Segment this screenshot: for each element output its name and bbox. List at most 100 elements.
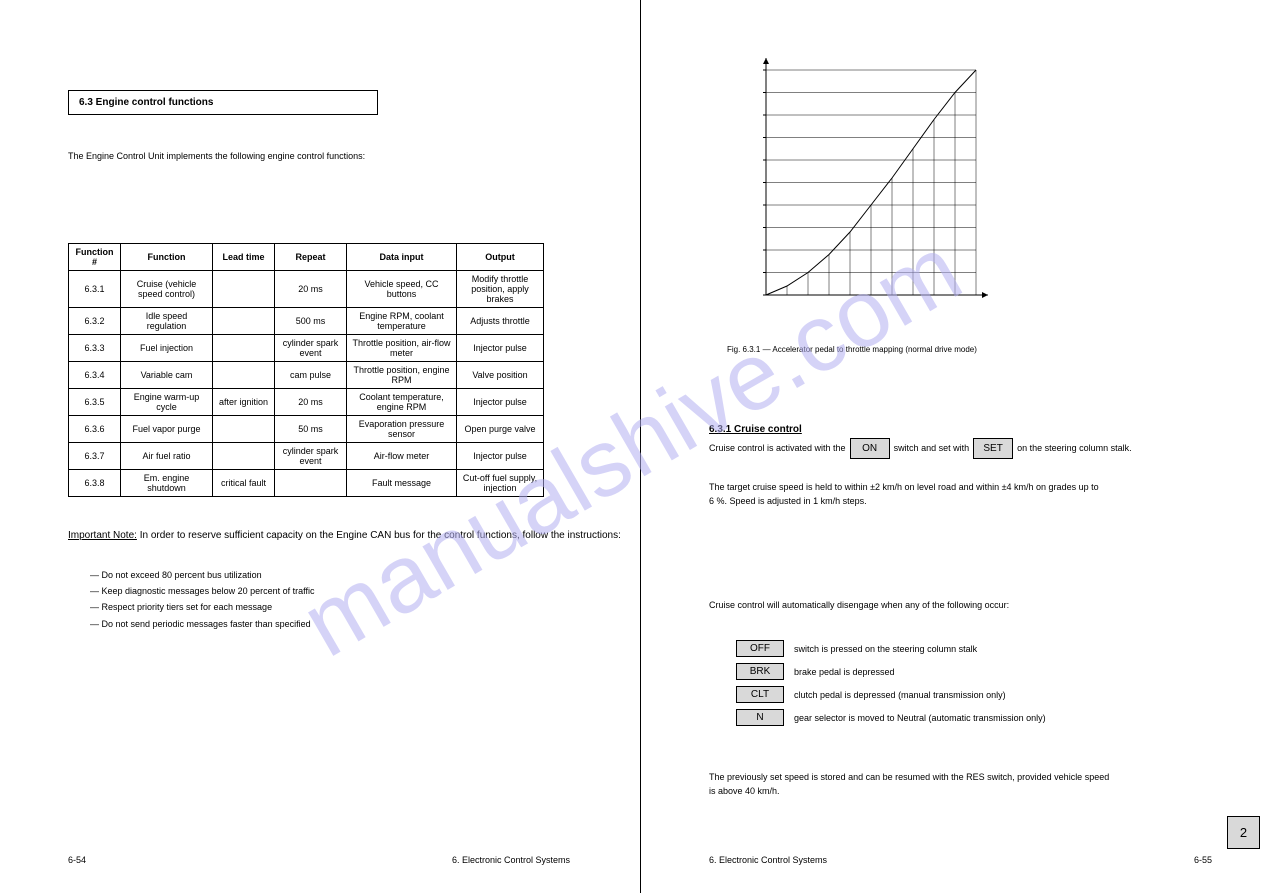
on-button[interactable]: ON xyxy=(850,438,890,459)
disengage-list: OFF switch is pressed on the steering col… xyxy=(736,640,1046,732)
table-cell: after ignition xyxy=(213,389,275,416)
table-cell: Vehicle speed, CC buttons xyxy=(347,271,457,308)
table-cell: 6.3.5 xyxy=(69,389,121,416)
table-cell: Variable cam xyxy=(121,362,213,389)
disengage-button[interactable]: N xyxy=(736,709,784,726)
table-cell xyxy=(213,362,275,389)
table-row: 6.3.6Fuel vapor purge 50 msEvaporation pr… xyxy=(69,416,544,443)
table-row: 6.3.5Engine warm-up cycleafter ignition2… xyxy=(69,389,544,416)
table-cell: 500 ms xyxy=(275,308,347,335)
text-fragment: 6 %. Speed is adjusted in 1 km/h steps. xyxy=(709,496,867,506)
disengage-row: BRK brake pedal is depressed xyxy=(736,663,1046,680)
table-cell: Coolant temperature, engine RPM xyxy=(347,389,457,416)
disengage-button[interactable]: BRK xyxy=(736,663,784,680)
table-cell xyxy=(213,335,275,362)
table-header: Function xyxy=(121,244,213,271)
intro-text: The Engine Control Unit implements the f… xyxy=(68,150,548,164)
table-cell: Throttle position, air-flow meter xyxy=(347,335,457,362)
table-cell: Idle speed regulation xyxy=(121,308,213,335)
note-body: In order to reserve sufficient capacity … xyxy=(140,530,621,541)
table-cell: Fault message xyxy=(347,470,457,497)
cruise-line1: Cruise control is activated with the ON … xyxy=(709,438,1229,459)
table-cell: 50 ms xyxy=(275,416,347,443)
table-header: Data input xyxy=(347,244,457,271)
table-cell: Injector pulse xyxy=(457,389,544,416)
disengage-row: Ngear selector is moved to Neutral (auto… xyxy=(736,709,1046,726)
table-row: 6.3.4Variable camcam pulseThrottle posit… xyxy=(69,362,544,389)
functions-table: Function # Function Lead time Repeat Dat… xyxy=(68,243,544,497)
table-cell: Open purge valve xyxy=(457,416,544,443)
figure-caption: Fig. 6.3.1 — Accelerator pedal to thrott… xyxy=(727,345,977,354)
table-cell: Cut-off fuel supply, injection xyxy=(457,470,544,497)
note-label: Important Note: xyxy=(68,530,137,541)
table-header: Lead time xyxy=(213,244,275,271)
table-cell: Air-flow meter xyxy=(347,443,457,470)
table-cell: Engine RPM, coolant temperature xyxy=(347,308,457,335)
pager-indicator: 2 xyxy=(1227,816,1260,849)
table-cell: 6.3.3 xyxy=(69,335,121,362)
table-cell: cylinder spark event xyxy=(275,443,347,470)
disengage-row: OFF switch is pressed on the steering col… xyxy=(736,640,1046,657)
table-cell: 6.3.2 xyxy=(69,308,121,335)
throttle-chart xyxy=(736,55,996,325)
table-row: 6.3.3Fuel injection cylinder spark eventT… xyxy=(69,335,544,362)
page-title-left: 6. Electronic Control Systems xyxy=(452,855,570,865)
page-title-right: 6. Electronic Control Systems xyxy=(709,855,827,865)
disengage-button[interactable]: OFF xyxy=(736,640,784,657)
table-cell: Fuel vapor purge xyxy=(121,416,213,443)
table-cell: Modify throttle position, apply brakes xyxy=(457,271,544,308)
table-cell xyxy=(213,443,275,470)
note-block: Important Note: In order to reserve suff… xyxy=(68,530,621,541)
table-row: 6.3.8Em. engine shutdowncritical fault Fa… xyxy=(69,470,544,497)
table-cell: critical fault xyxy=(213,470,275,497)
bullet-item: — Do not send periodic messages faster t… xyxy=(90,616,314,632)
page-number-left: 6-54 xyxy=(68,855,86,865)
table-cell xyxy=(213,416,275,443)
table-row: 6.3.7Air fuel ratio cylinder spark eventA… xyxy=(69,443,544,470)
bullet-item: — Respect priority tiers set for each me… xyxy=(90,599,314,615)
table-header: Function # xyxy=(69,244,121,271)
table-cell: Injector pulse xyxy=(457,335,544,362)
table-cell: 6.3.1 xyxy=(69,271,121,308)
text-fragment: The target cruise speed is held to withi… xyxy=(709,482,1099,492)
text-fragment: is above 40 km/h. xyxy=(709,786,780,796)
cruise-trail: The previously set speed is stored and c… xyxy=(709,770,1229,799)
table-cell: 20 ms xyxy=(275,389,347,416)
subsection-title: 6.3.1 Cruise control xyxy=(709,424,802,435)
table-cell xyxy=(213,271,275,308)
table-cell: cylinder spark event xyxy=(275,335,347,362)
disengage-text: switch is pressed on the steering column… xyxy=(794,644,977,654)
bullet-item: — Keep diagnostic messages below 20 perc… xyxy=(90,583,314,599)
table-cell: Valve position xyxy=(457,362,544,389)
table-cell xyxy=(275,470,347,497)
table-cell: Cruise (vehicle speed control) xyxy=(121,271,213,308)
cruise-paragraph: 6.3.1 Cruise control xyxy=(709,424,802,435)
table-cell: Air fuel ratio xyxy=(121,443,213,470)
table-header: Repeat xyxy=(275,244,347,271)
cruise-line2: The target cruise speed is held to withi… xyxy=(709,480,1229,509)
page-number-right: 6-55 xyxy=(1194,855,1212,865)
text-fragment: on the steering column stalk. xyxy=(1017,442,1132,456)
right-page: Fig. 6.3.1 — Accelerator pedal to thrott… xyxy=(640,0,1263,893)
section-title-box: 6.3 Engine control functions xyxy=(68,90,378,115)
table-row: 6.3.1Cruise (vehicle speed control) 20 ms… xyxy=(69,271,544,308)
disengage-text: gear selector is moved to Neutral (autom… xyxy=(794,713,1046,723)
table-cell: Adjusts throttle xyxy=(457,308,544,335)
table-cell: cam pulse xyxy=(275,362,347,389)
left-page: 6.3 Engine control functions The Engine … xyxy=(0,0,640,893)
set-button[interactable]: SET xyxy=(973,438,1013,459)
bullet-item: — Do not exceed 80 percent bus utilizati… xyxy=(90,567,314,583)
table-cell: 6.3.4 xyxy=(69,362,121,389)
table-cell: 6.3.7 xyxy=(69,443,121,470)
text-fragment: switch and set with xyxy=(894,442,970,456)
table-cell: 6.3.8 xyxy=(69,470,121,497)
disengage-text: brake pedal is depressed xyxy=(794,667,895,677)
note-bullets: — Do not exceed 80 percent bus utilizati… xyxy=(90,567,314,632)
disengage-button[interactable]: CLT xyxy=(736,686,784,703)
table-cell: Em. engine shutdown xyxy=(121,470,213,497)
table-cell: 20 ms xyxy=(275,271,347,308)
table-cell: Fuel injection xyxy=(121,335,213,362)
disengage-text: clutch pedal is depressed (manual transm… xyxy=(794,690,1006,700)
table-cell: 6.3.6 xyxy=(69,416,121,443)
table-cell: Evaporation pressure sensor xyxy=(347,416,457,443)
